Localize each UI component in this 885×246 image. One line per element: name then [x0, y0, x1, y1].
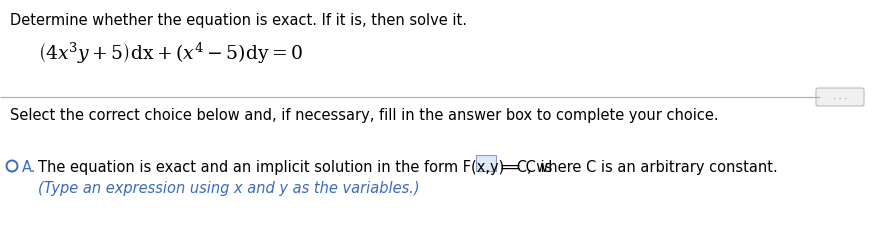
Text: Determine whether the equation is exact. If it is, then solve it.: Determine whether the equation is exact.…	[10, 13, 467, 28]
FancyBboxPatch shape	[476, 155, 496, 171]
Text: Select the correct choice below and, if necessary, fill in the answer box to com: Select the correct choice below and, if …	[10, 108, 719, 123]
Text: The equation is exact and an implicit solution in the form F(x,y) = C is: The equation is exact and an implicit so…	[38, 160, 552, 175]
Text: $\left(4x^3y+5\right)\mathrm{dx}+\left(x^4-5\right)\mathrm{dy}=0$: $\left(4x^3y+5\right)\mathrm{dx}+\left(x…	[38, 40, 304, 65]
Text: . . .: . . .	[833, 92, 847, 101]
Text: A.: A.	[22, 160, 36, 175]
Text: (Type an expression using x and y as the variables.): (Type an expression using x and y as the…	[38, 181, 419, 196]
FancyBboxPatch shape	[816, 88, 864, 106]
Text: = C, where C is an arbitrary constant.: = C, where C is an arbitrary constant.	[500, 160, 778, 175]
